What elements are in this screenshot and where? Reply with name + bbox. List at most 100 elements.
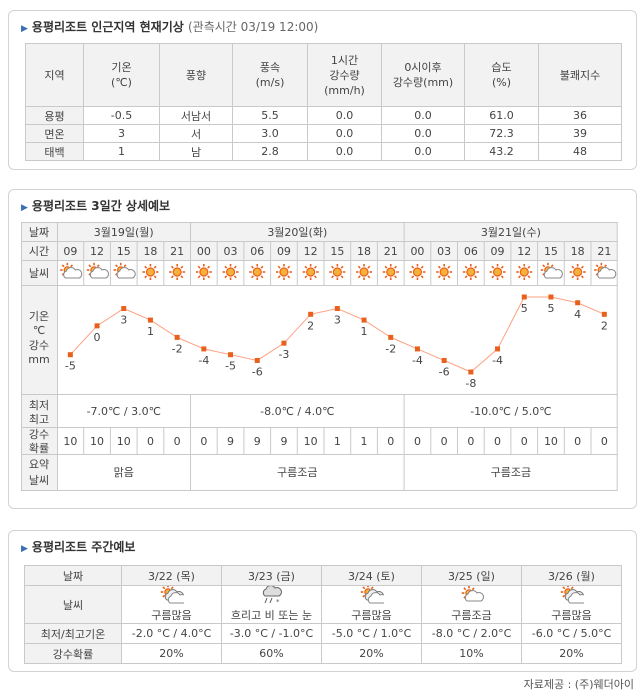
weekly-minmax-cell: -3.0 °C / -1.0°C (221, 623, 322, 644)
sun-icon (329, 264, 346, 280)
current-cell: 5.5 (232, 106, 308, 125)
weekly-label-prob: 강수확률 (24, 643, 122, 664)
temperature-label: 5 (547, 302, 554, 315)
time-cell: 09 (277, 245, 291, 258)
temperature-label: 3 (334, 314, 341, 327)
three-day-grid: 날짜 시간 날씨 기온 ℃ 강수 mm 최저 최고 강수 확률 요약 날씨 3월19일(월) -7.0℃ /… (21, 222, 618, 500)
weekly-minmax-cell: -2.0 °C / 4.0°C (121, 623, 222, 644)
row-label-time: 시간 (29, 245, 49, 258)
weekly-prob-cell: 20% (121, 643, 222, 664)
observation-time: (관측시간 03/19 12:00) (188, 20, 319, 34)
temperature-label: 2 (601, 319, 608, 332)
weekly-label-minmax: 최저/최고기온 (24, 623, 122, 644)
weekly-prob-cell: 10% (421, 643, 522, 664)
precip-prob-cell: 10 (304, 435, 318, 448)
current-weather-table: 지역 기온 (℃) 풍향 풍속 (m/s) 1시간 강수량 (mm/h) 0시이후 강수량… (25, 43, 622, 161)
current-cell: 1 (83, 142, 160, 161)
current-header-cell: 습도 (%) (464, 43, 539, 107)
three-day-forecast-heading: 용평리조트 3일간 상세예보 (31, 199, 171, 213)
partly-cloudy-icon (460, 586, 484, 608)
precip-prob-cell: 1 (334, 435, 341, 448)
precip-prob-cell: 9 (280, 435, 287, 448)
current-cell: 61.0 (464, 106, 539, 125)
precip-prob-cell: 9 (254, 435, 261, 448)
current-row: 태백 1 남 2.8 0.0 0.0 43.2 48 (25, 142, 622, 161)
current-cell: 용평 (25, 106, 84, 125)
weekly-date-cell: 3/23 (금) (221, 565, 322, 586)
temperature-point (281, 340, 287, 346)
sun-icon (222, 264, 239, 280)
temperature-label: 5 (521, 302, 528, 315)
partly-cloudy-icon (60, 262, 83, 279)
temperature-label: 1 (147, 325, 154, 338)
sun-icon (142, 264, 159, 280)
weekly-weather-cell: 구름많음 (321, 585, 422, 624)
temperature-label: -5 (225, 360, 236, 373)
weekly-prob-cell: 20% (321, 643, 422, 664)
weekly-weather-cell: 구름많음 (521, 585, 622, 624)
sun-icon (169, 264, 186, 280)
precip-prob-cell: 10 (117, 435, 131, 448)
precip-prob-cell: 0 (601, 435, 608, 448)
row-label-max: 최고 (29, 413, 49, 426)
time-cell: 18 (571, 245, 585, 258)
time-cell: 15 (117, 245, 131, 258)
current-cell: 서 (159, 124, 233, 143)
sun-icon (409, 264, 426, 280)
temperature-point (521, 294, 527, 300)
precip-prob-cell: 0 (387, 435, 394, 448)
weekly-weather-cell: * 흐리고 비 또는 눈 (221, 585, 322, 624)
current-cell: 0.0 (381, 124, 465, 143)
temperature-point (67, 352, 73, 358)
row-label-prob: 강수 (29, 428, 49, 441)
temperature-label: -4 (412, 354, 423, 367)
sun-icon (275, 264, 292, 280)
cloudy-sun-icon (360, 586, 387, 608)
time-cell: 21 (384, 245, 398, 258)
time-cell: 09 (491, 245, 505, 258)
temperature-point (174, 334, 180, 340)
current-cell: 3.0 (232, 124, 308, 143)
svg-text:*: * (276, 598, 280, 604)
weekly-forecast-title: ▶ 용평리조트 주간예보 (21, 538, 135, 555)
row-label-date: 날짜 (29, 226, 49, 239)
temperature-label: -5 (65, 360, 76, 373)
weekly-weather-desc: 구름많음 (551, 609, 592, 622)
weekly-forecast-table: 날짜 3/22 (목) 3/23 (금) 3/24 (토) 3/25 (일) 3/26 (… (24, 565, 622, 664)
time-cell: 06 (250, 245, 264, 258)
precip-prob-cell: 0 (441, 435, 448, 448)
current-cell: 남 (159, 142, 233, 161)
weekly-minmax-cell: -8.0 °C / 2.0°C (421, 623, 522, 644)
temperature-label: 1 (361, 325, 368, 338)
row-label-temp: 기온 (29, 310, 49, 323)
cloudy-sun-icon (160, 586, 187, 608)
sun-icon (302, 264, 319, 280)
precip-prob-cell: 10 (63, 435, 77, 448)
temperature-point (548, 294, 554, 300)
time-cell: 00 (197, 245, 211, 258)
row-label-summary-2: 날씨 (29, 474, 49, 487)
precip-prob-cell: 0 (574, 435, 581, 448)
sun-icon (462, 264, 479, 280)
time-cell: 06 (464, 245, 478, 258)
current-cell: 태백 (25, 142, 84, 161)
current-cell: 72.3 (464, 124, 539, 143)
temperature-label: -4 (198, 354, 209, 367)
row-label-precip: 강수 (29, 339, 49, 352)
weekly-minmax-row: 최저/최고기온 -2.0 °C / 4.0°C -3.0 °C / -1.0°C -5… (24, 623, 622, 644)
current-cell: 0.0 (307, 142, 382, 161)
time-cell: 12 (90, 245, 104, 258)
sun-icon (516, 264, 533, 280)
day-label: 3월20일(화) (267, 225, 327, 239)
temperature-label: 4 (574, 308, 581, 321)
temperature-point (495, 346, 501, 352)
current-cell: 0.0 (307, 124, 382, 143)
temperature-point (361, 317, 367, 323)
cloudy-sun-icon (560, 586, 587, 608)
temperature-label: -6 (439, 365, 450, 378)
current-weather-heading: 용평리조트 인근지역 현재기상 (31, 20, 184, 34)
weekly-prob-cell: 60% (221, 643, 322, 664)
weekly-date-cell: 3/24 (토) (321, 565, 422, 586)
temperature-point (441, 357, 447, 363)
day-minmax: -10.0℃ / 5.0℃ (470, 405, 551, 418)
